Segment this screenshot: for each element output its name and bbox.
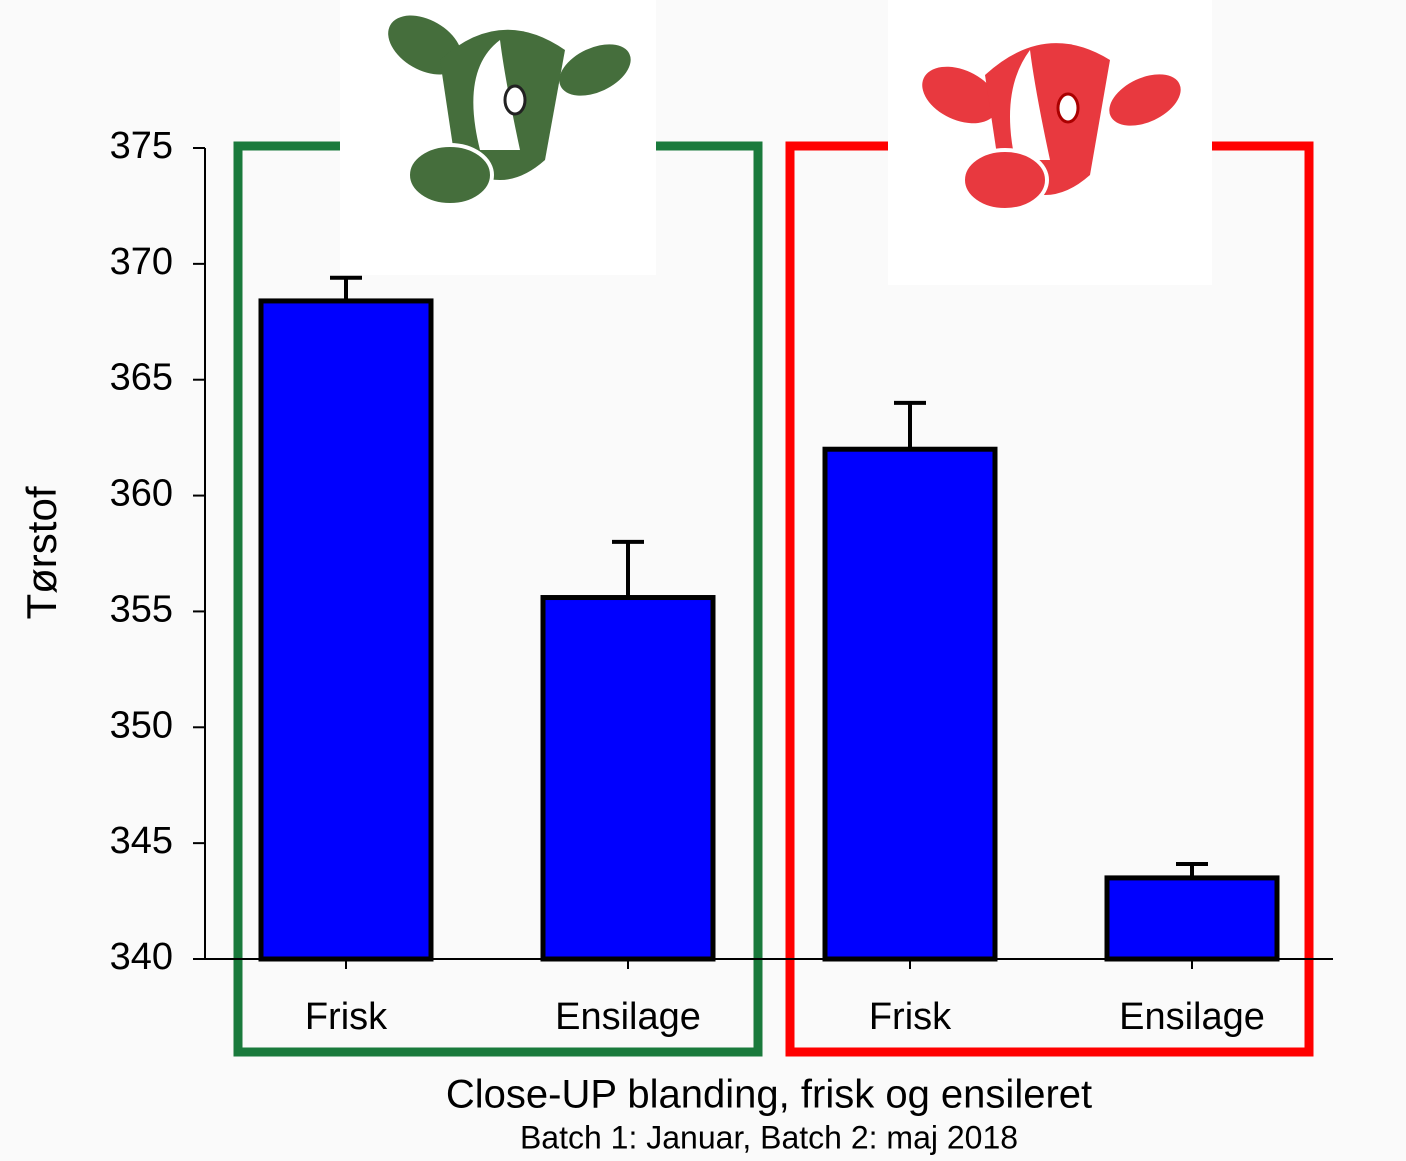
y-tick-label: 350: [110, 704, 173, 746]
y-tick-label: 370: [110, 241, 173, 283]
y-tick-label: 345: [110, 820, 173, 862]
y-axis-label: Tørstof: [18, 486, 65, 619]
x-tick-label: Ensilage: [555, 996, 701, 1038]
x-tick-label: Frisk: [869, 996, 952, 1038]
bar: [258, 298, 434, 962]
bar: [822, 446, 998, 962]
y-tick-label: 340: [110, 936, 173, 978]
y-tick-label: 365: [110, 357, 173, 399]
x-tick-label: Ensilage: [1119, 996, 1265, 1038]
subtitle: Batch 1: Januar, Batch 2: maj 2018: [520, 1119, 1018, 1155]
bar: [540, 595, 716, 962]
cow-icon: [922, 43, 1181, 212]
y-tick-label: 355: [110, 588, 173, 630]
cow-icon: [388, 15, 631, 207]
x-axis-label: Close-UP blanding, frisk og ensileret: [446, 1073, 1092, 1117]
bar: [1104, 875, 1280, 962]
x-tick-label: Frisk: [305, 996, 388, 1038]
y-tick-label: 375: [110, 125, 173, 167]
y-tick-label: 360: [110, 473, 173, 515]
